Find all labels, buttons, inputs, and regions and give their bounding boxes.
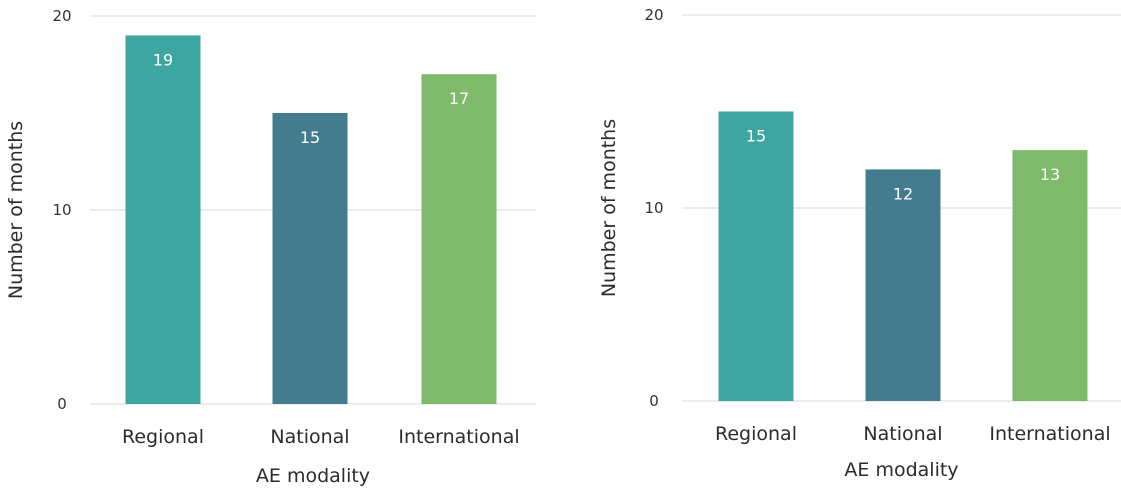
y-tick-label: 10 xyxy=(52,201,71,219)
bar-national xyxy=(272,113,348,404)
y-tick-label: 0 xyxy=(649,392,659,410)
data-label: 15 xyxy=(746,127,766,146)
data-label: 15 xyxy=(300,128,320,147)
x-axis-title: AE modality xyxy=(256,465,370,487)
bar-regional xyxy=(125,35,201,405)
x-axis-title: AE modality xyxy=(844,459,958,481)
bar-international xyxy=(1012,150,1088,401)
x-tick-label: International xyxy=(989,423,1110,445)
x-tick-label: National xyxy=(863,423,942,445)
y-tick-label: 10 xyxy=(644,199,663,217)
y-axis-title: Number of months xyxy=(598,119,620,297)
y-tick-label: 0 xyxy=(57,395,67,413)
data-label: 19 xyxy=(153,50,173,69)
y-tick-label: 20 xyxy=(52,7,71,25)
data-label: 17 xyxy=(449,89,469,108)
data-label: 13 xyxy=(1040,165,1060,184)
x-tick-label: International xyxy=(398,426,519,448)
bar-regional xyxy=(718,111,794,401)
x-tick-label: Regional xyxy=(122,426,204,448)
x-tick-label: National xyxy=(270,426,349,448)
bar-international xyxy=(421,74,497,404)
data-label: 12 xyxy=(893,184,913,203)
bar-national xyxy=(865,169,941,401)
x-tick-label: Regional xyxy=(715,423,797,445)
y-tick-label: 20 xyxy=(644,6,663,24)
y-axis-title: Number of months xyxy=(5,121,27,299)
